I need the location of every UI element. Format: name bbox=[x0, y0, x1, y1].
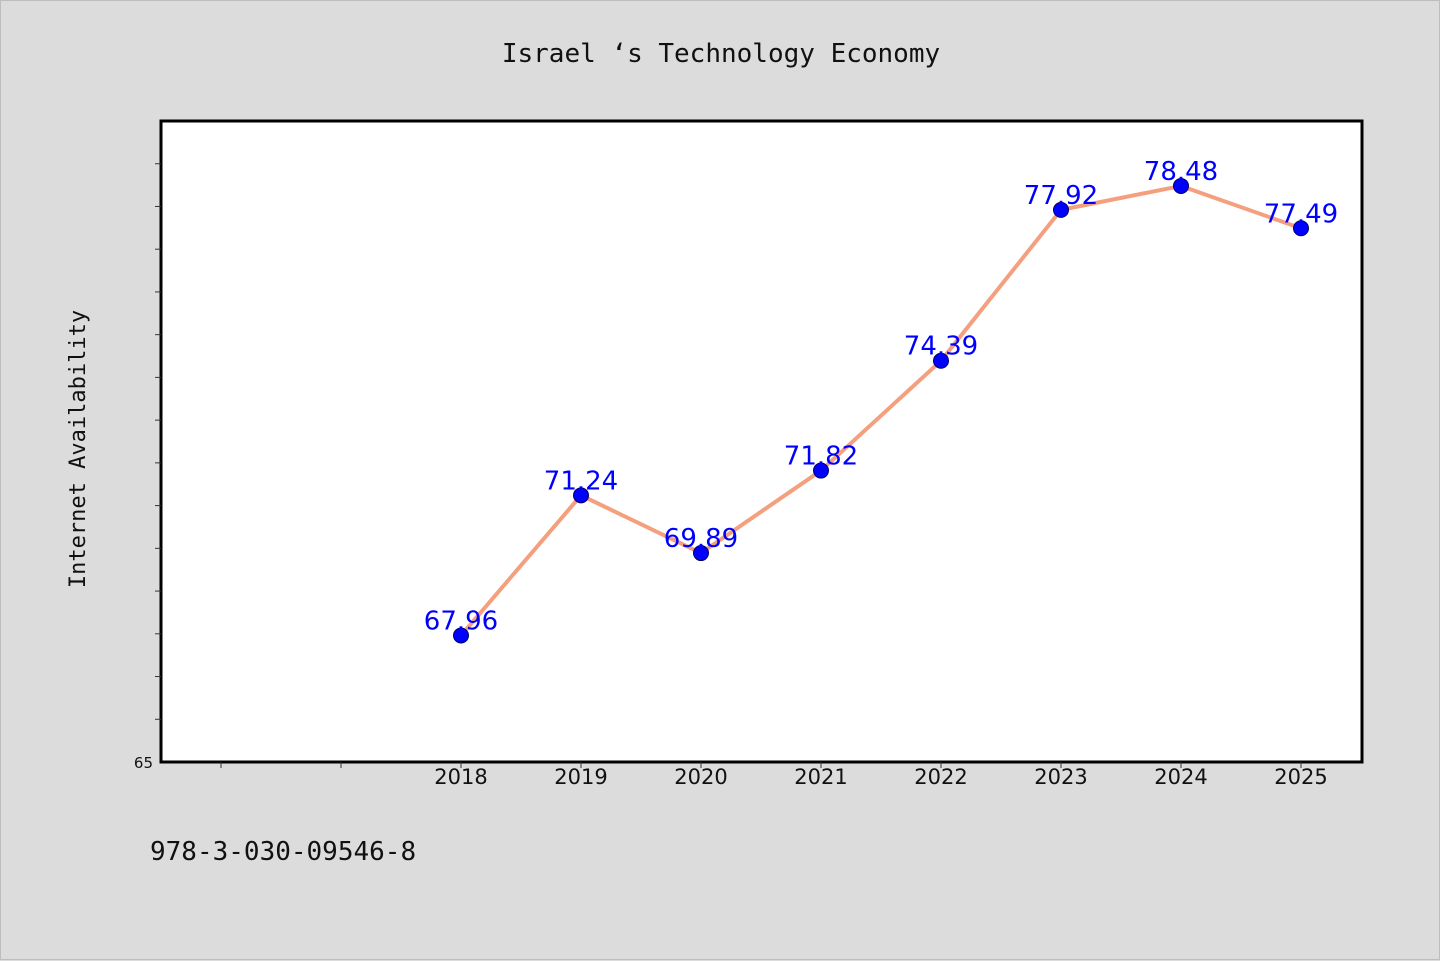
data-label: 78.48 bbox=[1144, 157, 1218, 187]
data-label: 69.89 bbox=[664, 524, 738, 554]
data-label: 77.49 bbox=[1264, 199, 1338, 229]
x-tick-label: 2022 bbox=[914, 765, 967, 789]
y-axis-label: Internet Availability bbox=[66, 310, 91, 588]
series-line bbox=[459, 183, 1302, 637]
footer-code: 978-3-030-09546-8 bbox=[150, 837, 417, 867]
data-label: 67.96 bbox=[424, 607, 498, 637]
data-label: 74.39 bbox=[904, 332, 978, 362]
data-point bbox=[693, 545, 709, 562]
y-tick-label: 65 bbox=[134, 754, 153, 772]
y-axis-ticks: 65 bbox=[134, 163, 161, 772]
data-point bbox=[1173, 177, 1189, 194]
chart-title: Israel ‘s Technology Economy bbox=[501, 39, 941, 69]
plot-area bbox=[159, 119, 1364, 764]
data-point bbox=[1293, 220, 1309, 237]
data-label: 71.82 bbox=[784, 442, 858, 472]
series-group: 67.96 71.24 69.89 71.82 74.39 77.92 78.48 77.49 bbox=[424, 157, 1338, 644]
x-tick-label: 2025 bbox=[1274, 765, 1327, 789]
data-point bbox=[813, 462, 829, 479]
x-tick-label: 2023 bbox=[1034, 765, 1087, 789]
x-tick-label: 2019 bbox=[554, 765, 607, 789]
x-tick-label: 2020 bbox=[674, 765, 727, 789]
x-tick-label: 2024 bbox=[1154, 765, 1207, 789]
x-tick-label: 2018 bbox=[434, 765, 487, 789]
data-point bbox=[453, 627, 469, 644]
data-label: 71.24 bbox=[544, 466, 618, 496]
data-label: 77.92 bbox=[1024, 181, 1098, 211]
data-point bbox=[1053, 201, 1069, 218]
x-tick-label: 2021 bbox=[794, 765, 847, 789]
data-point bbox=[573, 487, 589, 504]
data-point bbox=[933, 352, 949, 369]
x-axis-ticks: 2018 2019 2020 2021 2022 2023 2024 2025 bbox=[220, 762, 1328, 789]
